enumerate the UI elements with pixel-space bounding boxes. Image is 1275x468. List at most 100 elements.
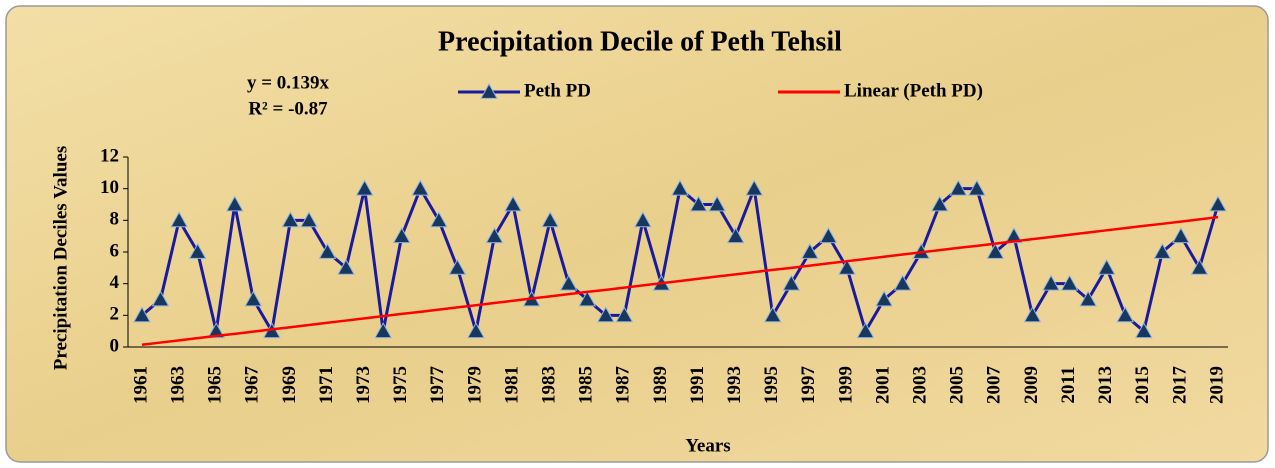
marker (930, 195, 949, 212)
series-line (141, 215, 1219, 347)
marker (1190, 258, 1209, 275)
y-tick-label: 4 (110, 272, 120, 293)
marker (819, 227, 838, 244)
marker (207, 322, 226, 339)
marker (448, 258, 467, 275)
legend-marker (480, 82, 498, 99)
x-tick-label: 2019 (1206, 366, 1227, 404)
marker (949, 179, 968, 196)
legend-label: Peth PD (524, 80, 591, 101)
x-tick-label: 2001 (872, 366, 893, 404)
chart-title: Precipitation Decile of Peth Tehsil (438, 26, 842, 57)
marker (893, 274, 912, 291)
x-tick-label: 1975 (390, 366, 411, 404)
x-tick-label: 2009 (1021, 366, 1042, 404)
marker (374, 322, 393, 339)
y-tick-label: 6 (110, 240, 120, 261)
x-tick-label: 2017 (1169, 366, 1190, 405)
x-tick-label: 1973 (353, 366, 374, 404)
marker (337, 258, 355, 275)
marker (411, 179, 430, 196)
marker (1172, 227, 1190, 244)
marker (170, 211, 188, 228)
x-tick-label: 2005 (947, 366, 968, 404)
x-tick-label: 1979 (464, 366, 485, 404)
marker (967, 179, 986, 196)
marker (1079, 290, 1097, 307)
marker (188, 242, 207, 259)
marker (1097, 258, 1116, 275)
x-tick-label: 1971 (316, 366, 337, 404)
marker (1209, 195, 1227, 212)
x-tick-label: 1987 (613, 366, 634, 405)
x-tick-label: 1969 (279, 366, 300, 404)
marker (318, 242, 337, 259)
marker (355, 179, 374, 196)
marker (763, 306, 782, 323)
x-tick-label: 2013 (1095, 366, 1116, 404)
marker (1042, 274, 1060, 291)
chart-background (5, 5, 1269, 463)
marker (244, 290, 263, 307)
marker (151, 290, 170, 307)
x-tick-label: 2011 (1058, 367, 1079, 404)
marker (225, 195, 244, 212)
x-tick-label: 1985 (576, 366, 597, 404)
x-tick-label: 1977 (427, 366, 448, 405)
y-tick-label: 0 (110, 335, 120, 356)
x-tick-label: 1963 (167, 366, 188, 404)
marker (1060, 274, 1079, 291)
x-tick-label: 1989 (650, 366, 671, 404)
marker (541, 211, 559, 228)
y-tick-label: 12 (100, 145, 119, 166)
marker (559, 274, 578, 291)
y-axis-label: Precipitation Deciles Values (50, 146, 71, 370)
x-tick-label: 1983 (538, 366, 559, 404)
y-tick-label: 10 (100, 177, 119, 198)
marker (504, 195, 522, 212)
annotation: R² = -0.87 (248, 98, 328, 119)
marker (429, 211, 448, 228)
marker (986, 242, 1005, 259)
marker (596, 306, 615, 323)
marker (726, 227, 745, 244)
marker (708, 195, 726, 212)
marker (281, 211, 300, 228)
x-tick-label: 1995 (761, 366, 782, 404)
marker (801, 242, 819, 259)
marker (689, 195, 708, 212)
marker (671, 179, 689, 196)
x-tick-label: 2003 (910, 366, 931, 404)
marker (578, 290, 597, 307)
marker (838, 258, 856, 275)
marker (615, 306, 634, 323)
marker (133, 306, 151, 323)
marker (467, 322, 485, 339)
annotation: y = 0.139x (247, 72, 330, 93)
marker (875, 290, 893, 307)
x-axis-label: Years (685, 435, 730, 456)
marker (485, 227, 504, 244)
x-tick-label: 1993 (724, 366, 745, 404)
marker (856, 322, 875, 339)
marker (1134, 322, 1153, 339)
x-tick-label: 1991 (687, 366, 708, 404)
marker (1023, 306, 1042, 323)
x-tick-label: 1967 (242, 366, 263, 405)
marker (782, 274, 801, 291)
x-tick-label: 1981 (501, 366, 522, 404)
y-tick-label: 2 (110, 304, 120, 325)
marker (1153, 242, 1172, 259)
marker (1116, 306, 1135, 323)
y-tick-label: 8 (110, 209, 120, 230)
marker (392, 227, 411, 244)
marker (745, 179, 764, 196)
x-tick-label: 2015 (1132, 366, 1153, 404)
marker (300, 211, 318, 228)
marker (634, 211, 652, 228)
x-tick-label: 1999 (835, 366, 856, 404)
x-tick-label: 1965 (205, 366, 226, 404)
x-tick-label: 2007 (984, 366, 1005, 405)
